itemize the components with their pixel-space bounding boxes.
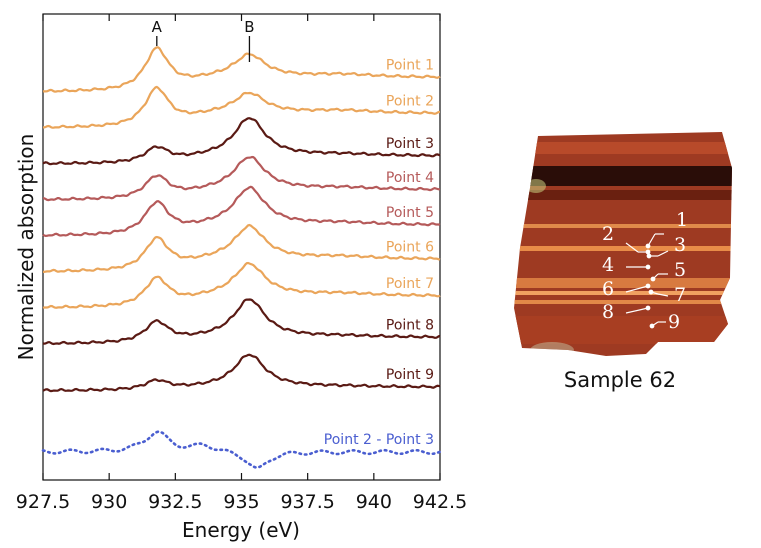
- point-markers: [625, 233, 669, 329]
- series-line: [41, 430, 442, 469]
- point-number-7: 7: [674, 284, 686, 306]
- y-axis-title: Normalized absorption: [14, 134, 38, 361]
- x-tick-label: 942.5: [413, 491, 467, 513]
- xas-chart: 927.5 930 932.5 935 937.5 940 942.5 Point 1Poi…: [14, 13, 467, 542]
- series-label: Point 9: [386, 367, 434, 383]
- x-tick-label: 940: [356, 491, 392, 513]
- series-line: [42, 185, 441, 238]
- peak-marker-label: A: [152, 18, 163, 36]
- x-tick-label: 935: [223, 491, 259, 513]
- series-label: Point 6: [386, 239, 434, 255]
- plot-frame: [42, 13, 441, 481]
- point-number-1: 1: [676, 209, 688, 231]
- series-label: Point 7: [386, 276, 434, 292]
- series-line: [42, 353, 441, 393]
- series-label: Point 2: [386, 94, 434, 110]
- series-label: Point 4: [386, 170, 434, 186]
- point-number-3: 3: [674, 234, 686, 256]
- x-tick-label: 930: [91, 491, 127, 513]
- series-line: [43, 155, 441, 202]
- point-number-5: 5: [674, 259, 686, 281]
- point-number-8: 8: [602, 301, 614, 323]
- point-number-6: 6: [602, 278, 614, 300]
- sample-photo: 1 2 3 4 5 6 7 8 9: [514, 132, 732, 356]
- series-label: Point 1: [386, 58, 434, 74]
- x-axis-title: Energy (eV): [182, 518, 300, 542]
- series-label: Point 8: [386, 318, 434, 334]
- series-group: Point 1 Point 2 Point 3 Point 4 Point 5 Point…: [41, 46, 442, 469]
- series-label: Point 2 - Point 3: [324, 432, 434, 448]
- series-line: [43, 223, 441, 273]
- x-ticks: 927.5 930 932.5 935 937.5 940 942.5: [16, 14, 467, 513]
- point-number-2: 2: [602, 223, 614, 245]
- series-line: [42, 117, 441, 166]
- series-line: [42, 261, 441, 309]
- rock-image: [514, 132, 732, 356]
- sample-caption: Sample 62: [563, 368, 677, 392]
- series-line: [42, 46, 441, 93]
- series-line: [43, 85, 440, 129]
- peak-marker-label: B: [244, 18, 254, 36]
- series-label: Point 3: [386, 136, 434, 152]
- point-number-9: 9: [668, 311, 680, 333]
- x-tick-label: 932.5: [148, 491, 202, 513]
- x-tick-label: 927.5: [16, 491, 70, 513]
- series-line: [42, 298, 441, 346]
- x-tick-label: 937.5: [280, 491, 334, 513]
- point-number-4: 4: [602, 254, 614, 276]
- series-label: Point 5: [386, 205, 434, 221]
